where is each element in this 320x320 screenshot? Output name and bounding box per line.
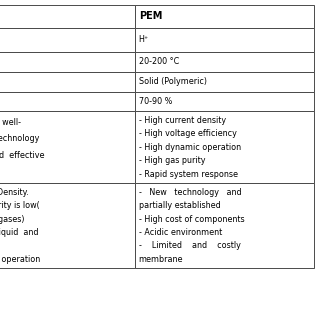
Text: Cheapest  and  effective: Cheapest and effective	[0, 151, 44, 160]
Text: - High voltage efficiency: - High voltage efficiency	[139, 129, 236, 138]
Bar	[0, 111, 135, 183]
Bar	[0, 28, 135, 52]
Text: - Rapid system response: - Rapid system response	[139, 170, 238, 179]
Text: membrane: membrane	[139, 255, 183, 264]
Bar	[0, 183, 135, 268]
Text: - Acidic environment: - Acidic environment	[139, 228, 222, 237]
Text: - High cost of components: - High cost of components	[139, 214, 244, 224]
Text: Degree of Purity is low(: Degree of Purity is low(	[0, 201, 39, 210]
Bar	[135, 52, 314, 72]
Text: -   New   technology   and: - New technology and	[139, 188, 241, 196]
Text: Low Current Density.: Low Current Density.	[0, 188, 28, 196]
Text: H⁺: H⁺	[139, 35, 149, 44]
Text: PEM: PEM	[139, 11, 163, 21]
Text: Low dynamic operation: Low dynamic operation	[0, 255, 40, 264]
Text: crossover of gases): crossover of gases)	[0, 214, 24, 224]
Bar	[0, 5, 135, 28]
Text: - High dynamic operation: - High dynamic operation	[139, 143, 241, 152]
Bar	[135, 5, 314, 28]
Text: 20-200 °C: 20-200 °C	[139, 57, 179, 66]
Bar	[0, 92, 135, 111]
Text: established technology: established technology	[0, 134, 39, 143]
Text: - High gas purity: - High gas purity	[139, 156, 205, 165]
Text: Electrolyte  Liquid  and: Electrolyte Liquid and	[0, 228, 38, 237]
Bar	[0, 52, 135, 72]
Text: partially established: partially established	[139, 201, 220, 210]
Bar	[135, 28, 314, 52]
Bar	[135, 183, 314, 268]
Text: - High current density: - High current density	[139, 116, 226, 125]
Bar	[135, 111, 314, 183]
Bar	[0, 72, 135, 92]
Text: -    Limited    and    costly: - Limited and costly	[139, 242, 241, 251]
Text: Solid (Polymeric): Solid (Polymeric)	[139, 77, 207, 86]
Bar	[135, 92, 314, 111]
Bar	[135, 72, 314, 92]
Text: Oldest  and  well-: Oldest and well-	[0, 118, 20, 127]
Text: 70-90 %: 70-90 %	[139, 97, 172, 106]
